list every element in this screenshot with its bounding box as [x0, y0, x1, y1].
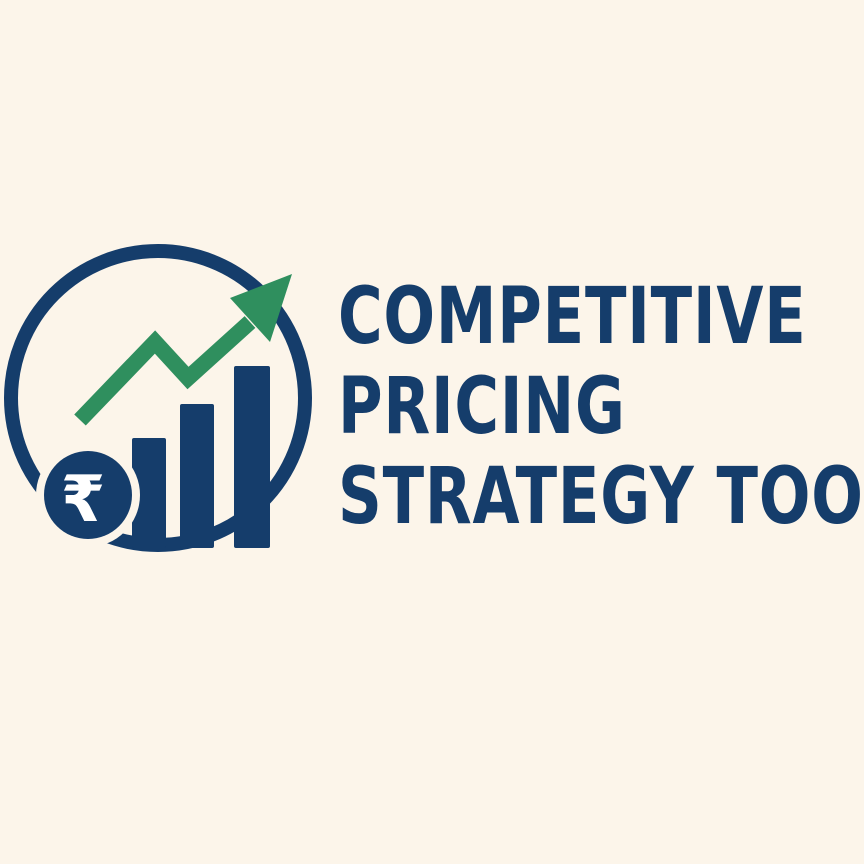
title-line-3: STRATEGY TOOL	[338, 452, 864, 542]
title-line-1: COMPETITIVE	[338, 272, 807, 362]
chart-bar-1	[132, 438, 166, 548]
coin	[44, 451, 132, 539]
rupee-symbol: ₹	[61, 463, 106, 537]
growth-chart-rupee-icon: ₹	[4, 244, 312, 552]
title-block: COMPETITIVE PRICING STRATEGY TOOL	[338, 268, 864, 548]
chart-bar-3	[234, 366, 270, 548]
title-line-2: PRICING	[338, 362, 626, 452]
trend-arrow-head	[230, 274, 292, 342]
trend-line	[74, 316, 256, 426]
chart-bar-2	[180, 404, 214, 548]
